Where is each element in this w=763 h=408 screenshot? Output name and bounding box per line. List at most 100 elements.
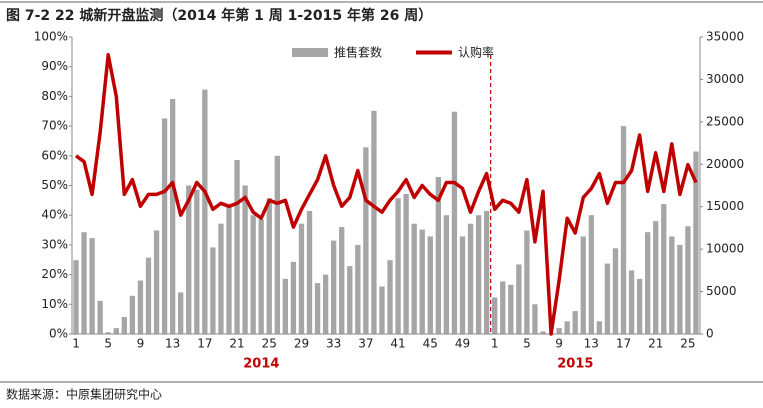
x-tick-label: 25 xyxy=(680,337,695,351)
bar xyxy=(145,257,152,334)
x-tick-label: 5 xyxy=(523,337,531,351)
x-tick-label: 21 xyxy=(648,337,663,351)
y-tick-label: 0% xyxy=(49,327,68,341)
bar xyxy=(620,126,627,334)
bar xyxy=(274,155,280,334)
bar xyxy=(492,297,498,334)
bar xyxy=(161,118,168,334)
bar xyxy=(475,215,482,334)
y-tick-label: 50% xyxy=(41,178,68,192)
bar xyxy=(387,260,393,334)
bar xyxy=(137,280,144,334)
y-tick-label: 30% xyxy=(41,237,68,251)
bar xyxy=(258,219,264,334)
bar xyxy=(314,283,321,334)
x-tick-label: 13 xyxy=(584,337,599,351)
bar xyxy=(169,98,176,335)
bar xyxy=(596,321,603,334)
bar xyxy=(661,204,667,334)
y-tick-label: 90% xyxy=(41,59,68,73)
bar xyxy=(403,193,409,334)
bar xyxy=(322,274,329,334)
bar xyxy=(500,281,506,334)
x-tick-label: 5 xyxy=(104,337,112,351)
bar xyxy=(540,331,546,334)
y-tick-label: 40% xyxy=(41,208,68,222)
x-tick-label: 41 xyxy=(390,337,405,351)
bar xyxy=(516,264,522,334)
bar xyxy=(588,215,594,334)
y-tick-label: 20% xyxy=(41,267,68,281)
x-tick-label: 1 xyxy=(72,337,80,351)
x-tick-label: 33 xyxy=(326,337,341,351)
bar xyxy=(234,160,240,334)
bar xyxy=(290,261,297,334)
bar xyxy=(371,110,377,334)
source-note: 数据来源：中原集团研究中心 xyxy=(6,387,162,402)
bar xyxy=(153,230,160,334)
bar xyxy=(178,292,184,334)
bar xyxy=(612,248,619,334)
x-tick-label: 9 xyxy=(555,337,563,351)
x-tick-label: 17 xyxy=(197,337,212,351)
bar xyxy=(427,236,433,334)
bar xyxy=(628,270,635,334)
year-label: 2015 xyxy=(557,357,593,372)
bar xyxy=(556,328,562,334)
bar xyxy=(572,311,578,334)
x-tick-label: 25 xyxy=(262,337,277,351)
x-tick-label: 45 xyxy=(423,337,438,351)
line-series xyxy=(74,53,698,336)
bar xyxy=(653,221,659,334)
y2-tick-label: 10000 xyxy=(706,242,744,256)
bar xyxy=(580,236,586,334)
x-tick-label: 1 xyxy=(491,337,499,351)
x-tick-label: 13 xyxy=(165,337,180,351)
year-label: 2014 xyxy=(243,357,279,372)
bar xyxy=(266,198,272,334)
x-tick-label: 17 xyxy=(616,337,631,351)
bar xyxy=(113,328,119,334)
bar xyxy=(298,223,305,334)
y2-tick-label: 25000 xyxy=(706,114,744,128)
bar xyxy=(194,189,200,334)
bar xyxy=(347,266,353,334)
y2-tick-label: 35000 xyxy=(706,30,744,44)
bar xyxy=(564,321,570,334)
bar xyxy=(202,89,208,335)
x-tick-label: 37 xyxy=(358,337,373,351)
bar xyxy=(339,227,345,334)
bar xyxy=(250,215,256,334)
chart-title: 图 7-2 22 城新开盘监测（2014 年第 1 周 1-2015 年第 26… xyxy=(6,7,432,24)
bar xyxy=(242,185,248,334)
bar xyxy=(419,229,425,334)
y2-tick-label: 0 xyxy=(706,327,714,341)
bar xyxy=(331,240,337,334)
bar xyxy=(97,300,103,334)
bar xyxy=(524,230,530,334)
y-tick-label: 70% xyxy=(41,119,68,133)
bar xyxy=(81,232,87,334)
y2-tick-label: 20000 xyxy=(706,157,744,171)
bar xyxy=(693,151,699,334)
bar xyxy=(483,210,490,334)
bar xyxy=(411,223,417,334)
bar xyxy=(363,147,369,334)
y-tick-label: 60% xyxy=(41,148,68,162)
x-tick-label: 21 xyxy=(229,337,244,351)
bar xyxy=(355,244,361,334)
bar xyxy=(443,215,450,334)
legend-label: 认购率 xyxy=(458,45,494,60)
bar xyxy=(435,177,441,334)
bar xyxy=(226,206,232,334)
bar xyxy=(73,260,79,334)
bar xyxy=(395,198,401,334)
y-tick-label: 100% xyxy=(34,30,68,44)
bar xyxy=(210,247,216,334)
bar xyxy=(508,284,514,334)
bar xyxy=(186,185,192,334)
bar xyxy=(218,223,224,334)
x-tick-label: 49 xyxy=(455,337,470,351)
